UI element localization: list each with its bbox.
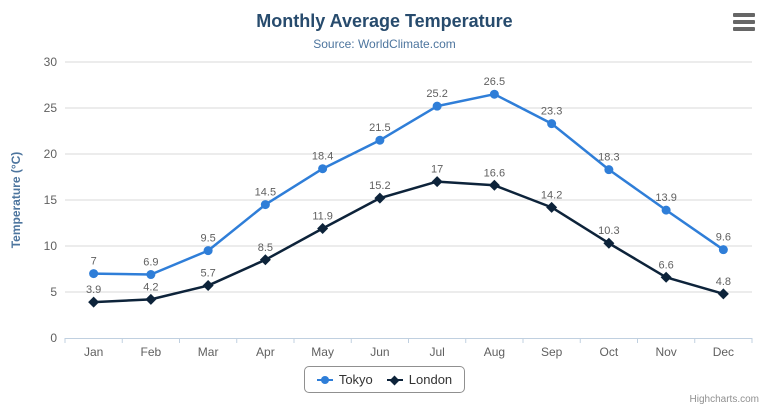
point-tokyo-jan[interactable] xyxy=(89,269,99,279)
export-menu-button[interactable] xyxy=(733,12,757,32)
x-axis-tick-label: Dec xyxy=(713,345,734,359)
x-axis-tick-label: Mar xyxy=(198,345,219,359)
legend-label-london: London xyxy=(408,372,453,387)
point-tokyo-sep[interactable] xyxy=(547,119,557,129)
data-label: 16.6 xyxy=(484,167,505,179)
highcharts-credits-link[interactable]: Highcharts.com xyxy=(689,394,759,405)
tokyo-circle-marker-icon xyxy=(316,374,333,386)
x-axis-tick-label: Oct xyxy=(600,345,619,359)
data-label: 9.6 xyxy=(716,232,731,244)
point-london-dec[interactable] xyxy=(717,288,729,300)
series-line-london xyxy=(92,180,725,304)
point-tokyo-feb[interactable] xyxy=(146,270,156,280)
x-axis-tick-label: Jan xyxy=(84,345,103,359)
hamburger-icon xyxy=(733,13,755,17)
hamburger-icon xyxy=(733,20,755,24)
x-axis-tick-label: Jun xyxy=(370,345,389,359)
point-tokyo-jun[interactable] xyxy=(375,135,385,145)
point-london-feb[interactable] xyxy=(145,293,157,305)
data-label: 14.5 xyxy=(255,187,276,199)
series-line-tokyo xyxy=(92,92,725,276)
y-axis-tick-label: 0 xyxy=(50,331,57,345)
point-london-may[interactable] xyxy=(317,223,329,235)
data-label: 4.2 xyxy=(143,281,158,293)
london-diamond-marker-icon xyxy=(386,374,403,386)
y-axis-tick-label: 5 xyxy=(50,285,57,299)
point-london-aug[interactable] xyxy=(488,179,500,191)
x-axis-tick-label: Apr xyxy=(256,345,275,359)
y-axis-tick-label: 15 xyxy=(44,193,58,207)
point-tokyo-aug[interactable] xyxy=(489,89,499,99)
y-axis-tick-label: 25 xyxy=(44,101,58,115)
data-label: 23.3 xyxy=(541,106,562,118)
legend-box: Tokyo London xyxy=(303,366,466,393)
point-london-jul[interactable] xyxy=(431,176,443,188)
data-label: 9.5 xyxy=(200,233,215,245)
data-label: 10.3 xyxy=(598,225,619,237)
point-tokyo-nov[interactable] xyxy=(661,205,671,215)
point-london-jan[interactable] xyxy=(88,296,100,308)
data-label: 26.5 xyxy=(484,76,505,88)
data-label: 7 xyxy=(91,256,97,268)
point-london-mar[interactable] xyxy=(202,280,214,292)
data-label: 4.8 xyxy=(716,276,731,288)
chart-subtitle: Source: WorldClimate.com xyxy=(313,37,456,51)
x-axis-tick-label: Nov xyxy=(655,345,676,359)
point-london-apr[interactable] xyxy=(259,254,271,266)
x-axis-tick-label: Sep xyxy=(541,345,563,359)
point-london-oct[interactable] xyxy=(603,237,615,249)
point-tokyo-apr[interactable] xyxy=(260,200,270,210)
data-label: 18.3 xyxy=(598,152,619,164)
point-london-jun[interactable] xyxy=(374,192,386,204)
y-axis-tick-label: 30 xyxy=(44,55,58,69)
x-axis-tick-label: Feb xyxy=(141,345,162,359)
data-label: 6.6 xyxy=(658,259,673,271)
point-london-nov[interactable] xyxy=(660,271,672,283)
data-label: 13.9 xyxy=(655,192,676,204)
legend-item-london[interactable]: London xyxy=(386,372,453,387)
point-tokyo-jul[interactable] xyxy=(432,101,442,111)
point-tokyo-oct[interactable] xyxy=(604,165,614,175)
x-axis-tick-label: May xyxy=(311,345,334,359)
legend-label-tokyo: Tokyo xyxy=(338,372,373,387)
y-axis-tick-label: 20 xyxy=(44,147,58,161)
legend: Tokyo London xyxy=(0,366,769,393)
legend-item-tokyo[interactable]: Tokyo xyxy=(316,372,373,387)
data-label: 11.9 xyxy=(312,211,333,223)
point-tokyo-dec[interactable] xyxy=(718,245,728,255)
x-axis-tick-label: Jul xyxy=(429,345,444,359)
chart-title: Monthly Average Temperature xyxy=(256,11,513,31)
data-label: 25.2 xyxy=(426,88,447,100)
hamburger-icon xyxy=(733,27,755,31)
data-label: 5.7 xyxy=(200,268,215,280)
data-label: 17 xyxy=(431,164,443,176)
point-london-sep[interactable] xyxy=(546,201,558,213)
x-axis-tick-label: Aug xyxy=(484,345,505,359)
data-label: 18.4 xyxy=(312,151,333,163)
point-tokyo-mar[interactable] xyxy=(203,246,213,256)
y-axis-tick-label: 10 xyxy=(44,239,58,253)
data-label: 6.9 xyxy=(143,257,158,269)
data-label: 15.2 xyxy=(369,180,390,192)
data-label: 21.5 xyxy=(369,122,390,134)
data-label: 8.5 xyxy=(258,242,273,254)
point-tokyo-may[interactable] xyxy=(318,164,328,174)
y-axis-title: Temperature (°C) xyxy=(9,151,23,249)
data-label: 14.2 xyxy=(541,189,562,201)
data-label: 3.9 xyxy=(86,284,101,296)
